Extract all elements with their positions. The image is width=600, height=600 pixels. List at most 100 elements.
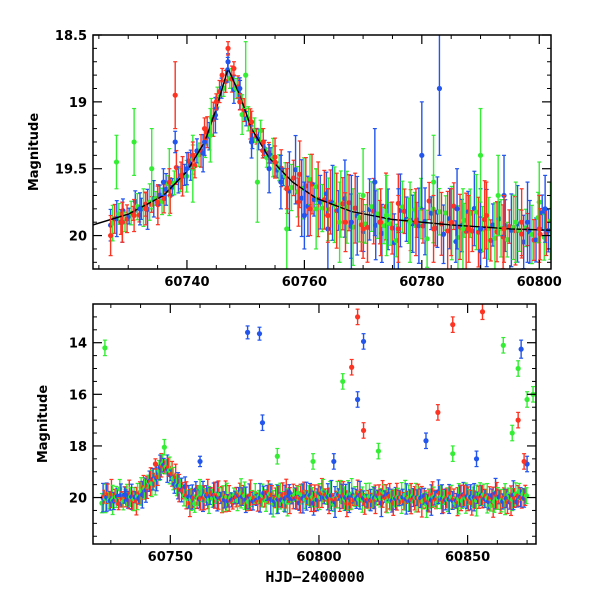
data-point-marker <box>460 226 466 232</box>
bulk-point <box>124 204 130 234</box>
data-point <box>131 107 137 176</box>
data-point <box>460 188 466 269</box>
data-point-marker <box>342 219 349 225</box>
data-point-marker <box>197 458 203 465</box>
data-point-marker <box>259 420 266 426</box>
data-point-marker <box>355 314 361 320</box>
data-point <box>501 194 507 263</box>
data-point <box>286 484 292 501</box>
data-point <box>500 336 506 354</box>
data-point <box>119 201 125 243</box>
bulk-point-marker <box>523 493 530 499</box>
data-point <box>466 194 472 263</box>
bulk-point-marker <box>239 112 245 118</box>
bulk-point <box>352 172 358 244</box>
data-point <box>521 453 527 470</box>
data-point-marker <box>524 219 531 225</box>
data-point-marker <box>395 226 401 232</box>
data-point <box>435 404 441 421</box>
data-point-marker <box>231 65 237 72</box>
data-point-marker <box>123 492 129 498</box>
top-panel-frame <box>92 34 552 270</box>
data-point <box>473 450 480 468</box>
data-point <box>197 455 203 468</box>
data-point-marker <box>419 152 425 158</box>
top-panel-data <box>93 35 551 269</box>
data-point-marker <box>178 172 184 178</box>
bulk-point-marker <box>473 209 480 215</box>
data-point-marker <box>310 458 316 465</box>
data-point-marker <box>108 232 114 239</box>
data-point <box>450 316 456 333</box>
data-point <box>295 177 302 227</box>
data-point-marker <box>131 212 137 219</box>
data-point <box>331 453 337 470</box>
data-point <box>172 61 178 130</box>
bulk-point-marker <box>401 208 408 214</box>
data-point-marker <box>284 186 290 192</box>
data-point-marker <box>201 139 208 145</box>
data-point <box>231 61 237 76</box>
data-point <box>342 192 349 253</box>
data-point-marker <box>477 226 484 232</box>
data-point <box>237 93 243 111</box>
data-point <box>201 117 208 140</box>
bottom-panel: 60750 60800 60850 14 16 18 20 Magnitude HJD−24… <box>36 303 537 586</box>
data-point-marker <box>435 409 441 415</box>
data-point <box>123 489 129 501</box>
data-point-marker <box>479 309 486 315</box>
data-point-marker <box>219 72 225 78</box>
data-point-marker <box>331 458 337 465</box>
data-point-marker <box>190 152 196 158</box>
bulk-point-marker <box>488 237 494 244</box>
data-point <box>161 438 167 456</box>
data-point-marker <box>423 438 429 444</box>
data-point <box>375 442 382 460</box>
data-point-marker <box>284 226 290 232</box>
data-point-marker <box>201 126 208 132</box>
data-point-marker <box>500 342 506 348</box>
data-point-marker <box>483 212 490 219</box>
data-point-marker <box>286 489 292 495</box>
bulk-point-marker <box>369 203 375 210</box>
data-point-marker <box>337 219 343 225</box>
data-point-marker <box>172 92 178 98</box>
data-point <box>513 181 519 263</box>
bulk-point-marker <box>375 211 381 217</box>
bulk-point-marker <box>299 195 305 201</box>
data-point-marker <box>243 72 249 78</box>
data-point <box>190 141 196 170</box>
data-point <box>172 130 178 154</box>
bulk-point-marker <box>445 228 451 234</box>
bulk-point-marker <box>521 239 527 245</box>
data-point-marker <box>536 226 542 232</box>
data-point <box>483 181 490 250</box>
x-tick-label: 60800 <box>296 550 341 565</box>
data-point <box>423 432 429 450</box>
data-point-marker <box>349 364 355 370</box>
data-point <box>542 174 548 243</box>
data-point <box>108 214 114 257</box>
data-point <box>372 128 378 237</box>
bulk-point-marker <box>110 220 116 226</box>
data-point <box>143 192 149 226</box>
bulk-point-marker <box>490 222 496 228</box>
data-point-marker <box>348 219 354 225</box>
data-point-marker <box>430 179 437 185</box>
data-point <box>360 198 366 259</box>
y-tick-label: 14 <box>69 337 87 352</box>
bulk-point <box>473 173 480 251</box>
data-point-marker <box>307 206 313 212</box>
bulk-point <box>416 187 422 264</box>
data-point-marker <box>542 206 548 212</box>
bulk-point <box>387 201 393 246</box>
data-point <box>448 188 454 257</box>
bulk-point-marker <box>161 195 167 202</box>
data-point <box>355 308 361 326</box>
data-point-marker <box>166 179 172 185</box>
data-point <box>348 174 354 269</box>
x-tick-label: 60800 <box>517 275 562 290</box>
data-point <box>436 35 443 156</box>
bulk-point <box>369 181 375 233</box>
data-point <box>278 154 284 210</box>
